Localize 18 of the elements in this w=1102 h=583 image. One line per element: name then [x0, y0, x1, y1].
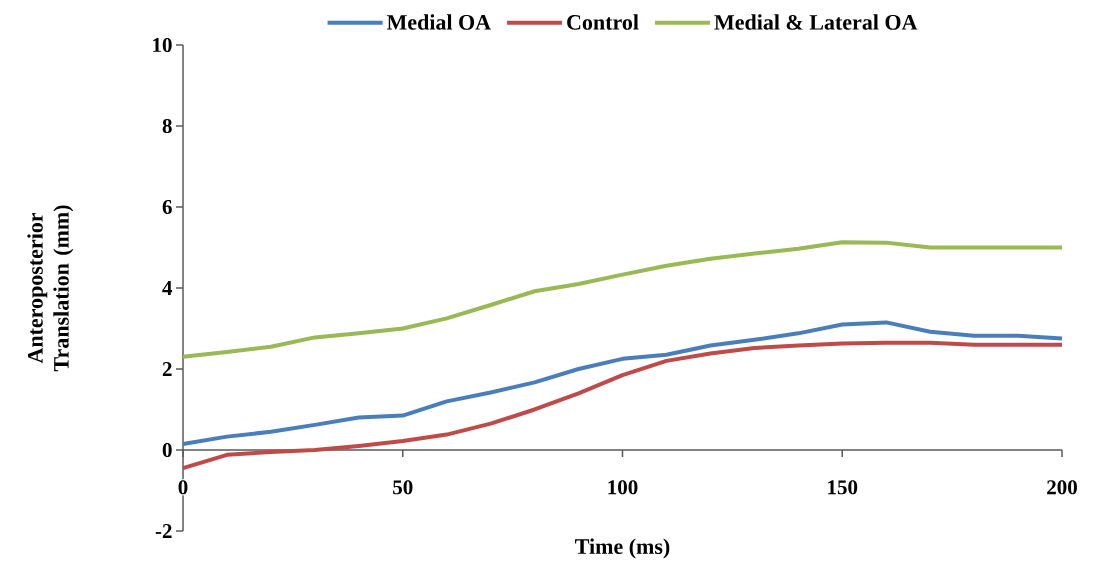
x-tick-label: 150	[828, 480, 858, 495]
x-tick-label: 100	[608, 480, 638, 495]
y-tick-label: -2	[155, 524, 172, 538]
x-tick-label: 50	[393, 480, 413, 495]
legend-label: Medial OA	[386, 14, 491, 30]
legend-label: Medial & Lateral OA	[714, 14, 918, 30]
y-tick-label: 8	[162, 118, 172, 134]
x-tick-label: 200	[1047, 480, 1077, 495]
x-axis-title: Time (ms)	[575, 538, 670, 559]
x-tick-label: 0	[178, 480, 188, 495]
y-axis-title: Anteroposterior Translation (mm)	[27, 205, 74, 372]
line-series	[181, 320, 1064, 446]
legend-label: Control	[567, 14, 639, 30]
y-tick-label: 6	[162, 199, 172, 215]
y-tick-label: 4	[162, 281, 173, 295]
y-tick-label: 2	[162, 362, 172, 376]
y-tick-label: 10	[153, 37, 172, 53]
y-tick-label: 0	[162, 442, 172, 458]
